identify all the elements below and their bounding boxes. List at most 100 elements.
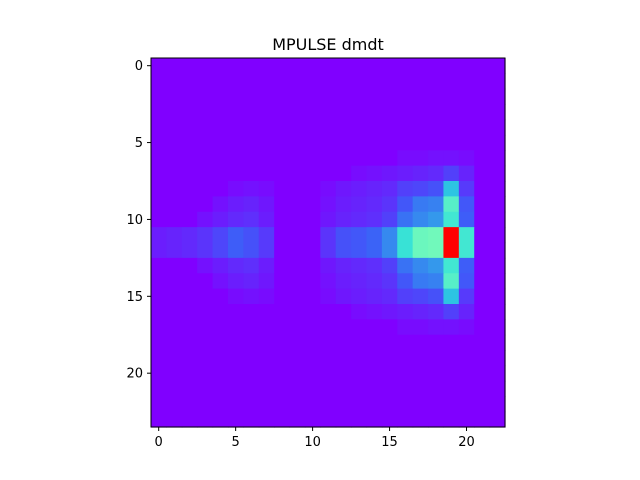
heatmap-cell-r21-c12 bbox=[335, 380, 352, 397]
heatmap-cell-r12-c4 bbox=[212, 242, 229, 259]
heatmap-cell-r12-c20 bbox=[458, 242, 475, 259]
heatmap-cell-r2-c10 bbox=[304, 88, 321, 105]
heatmap-cell-r12-c2 bbox=[181, 242, 198, 259]
heatmap-cell-r7-c20 bbox=[458, 165, 475, 182]
heatmap-cell-r19-c16 bbox=[397, 350, 414, 367]
heatmap-cell-r11-c21 bbox=[474, 227, 491, 244]
heatmap-cell-r16-c9 bbox=[289, 304, 306, 320]
heatmap-cell-r9-c13 bbox=[351, 196, 368, 213]
heatmap-cell-r3-c7 bbox=[258, 104, 275, 121]
heatmap-cell-r0-c13 bbox=[351, 58, 368, 74]
heatmap-cell-r3-c6 bbox=[243, 104, 260, 121]
heatmap-cell-r22-c2 bbox=[181, 396, 198, 413]
heatmap-cell-r1-c6 bbox=[243, 73, 260, 90]
heatmap-cell-r13-c16 bbox=[397, 257, 414, 274]
heatmap-cell-r17-c13 bbox=[351, 319, 368, 336]
heatmap-cell-r16-c8 bbox=[274, 304, 291, 320]
heatmap-cell-r13-c21 bbox=[474, 257, 491, 274]
heatmap-cell-r11-c15 bbox=[381, 227, 398, 244]
heatmap-cell-r9-c20 bbox=[458, 196, 475, 213]
heatmap-cell-r22-c11 bbox=[320, 396, 337, 413]
heatmap-cell-r16-c1 bbox=[166, 304, 183, 320]
heatmap-cell-r10-c22 bbox=[489, 211, 506, 228]
heatmap-cell-r0-c7 bbox=[258, 58, 275, 74]
heatmap-cell-r15-c15 bbox=[381, 288, 398, 305]
heatmap-cell-r5-c15 bbox=[381, 134, 398, 151]
heatmap-cell-r5-c4 bbox=[212, 134, 229, 151]
heatmap-cell-r5-c19 bbox=[443, 134, 460, 151]
heatmap-cell-r13-c20 bbox=[458, 257, 475, 274]
heatmap-cell-r15-c19 bbox=[443, 288, 460, 305]
heatmap-cell-r12-c14 bbox=[366, 242, 383, 259]
heatmap-cell-r9-c17 bbox=[412, 196, 429, 213]
heatmap-cell-r1-c14 bbox=[366, 73, 383, 90]
heatmap-cell-r11-c17 bbox=[412, 227, 429, 244]
heatmap-cell-r0-c3 bbox=[197, 58, 214, 74]
heatmap-cell-r2-c17 bbox=[412, 88, 429, 105]
heatmap-cell-r8-c2 bbox=[181, 181, 198, 197]
heatmap-cell-r15-c4 bbox=[212, 288, 229, 305]
heatmap-cell-r8-c12 bbox=[335, 181, 352, 197]
heatmap-cell-r1-c4 bbox=[212, 73, 229, 90]
heatmap-cell-r21-c10 bbox=[304, 380, 321, 397]
heatmap-cell-r17-c1 bbox=[166, 319, 183, 336]
heatmap-cell-r14-c17 bbox=[412, 273, 429, 290]
heatmap-cell-r7-c10 bbox=[304, 165, 321, 182]
heatmap-cell-r5-c2 bbox=[181, 134, 198, 151]
heatmap-cell-r16-c4 bbox=[212, 304, 229, 320]
heatmap-cell-r10-c7 bbox=[258, 211, 275, 228]
heatmap-cell-r23-c9 bbox=[289, 411, 306, 428]
heatmap-cell-r6-c10 bbox=[304, 150, 321, 167]
heatmap-cell-r8-c11 bbox=[320, 181, 337, 197]
heatmap-cell-r18-c17 bbox=[412, 334, 429, 351]
heatmap-cell-r21-c14 bbox=[366, 380, 383, 397]
heatmap-cell-r23-c21 bbox=[474, 411, 491, 428]
heatmap-cell-r23-c19 bbox=[443, 411, 460, 428]
heatmap-cell-r17-c18 bbox=[428, 319, 445, 336]
heatmap-cell-r2-c4 bbox=[212, 88, 229, 105]
heatmap-cell-r10-c5 bbox=[227, 211, 244, 228]
heatmap-cell-r11-c22 bbox=[489, 227, 506, 244]
heatmap-cell-r13-c4 bbox=[212, 257, 229, 274]
heatmap-cell-r20-c21 bbox=[474, 365, 491, 382]
heatmap-cell-r21-c21 bbox=[474, 380, 491, 397]
heatmap-cell-r1-c1 bbox=[166, 73, 183, 90]
heatmap-cell-r23-c10 bbox=[304, 411, 321, 428]
heatmap-cell-r19-c9 bbox=[289, 350, 306, 367]
heatmap-cell-r16-c7 bbox=[258, 304, 275, 320]
heatmap-cell-r13-c22 bbox=[489, 257, 506, 274]
heatmap-cell-r23-c15 bbox=[381, 411, 398, 428]
heatmap-cell-r14-c19 bbox=[443, 273, 460, 290]
heatmap-cell-r19-c6 bbox=[243, 350, 260, 367]
heatmap-cell-r12-c19 bbox=[443, 242, 460, 259]
heatmap-cell-r5-c14 bbox=[366, 134, 383, 151]
heatmap-cell-r20-c10 bbox=[304, 365, 321, 382]
heatmap-cell-r7-c15 bbox=[381, 165, 398, 182]
heatmap-cell-r22-c15 bbox=[381, 396, 398, 413]
heatmap-cell-r1-c10 bbox=[304, 73, 321, 90]
heatmap-cell-r6-c5 bbox=[227, 150, 244, 167]
heatmap-cell-r6-c18 bbox=[428, 150, 445, 167]
heatmap-cell-r19-c8 bbox=[274, 350, 291, 367]
heatmap-cell-r14-c4 bbox=[212, 273, 229, 290]
heatmap-cell-r9-c4 bbox=[212, 196, 229, 213]
heatmap-cell-r22-c8 bbox=[274, 396, 291, 413]
heatmap-cell-r11-c13 bbox=[351, 227, 368, 244]
heatmap-cell-r4-c15 bbox=[381, 119, 398, 136]
heatmap-cell-r9-c7 bbox=[258, 196, 275, 213]
heatmap-cell-r8-c19 bbox=[443, 181, 460, 197]
heatmap-cell-r15-c3 bbox=[197, 288, 214, 305]
heatmap-cell-r3-c12 bbox=[335, 104, 352, 121]
heatmap-cell-r6-c2 bbox=[181, 150, 198, 167]
heatmap-cell-r21-c7 bbox=[258, 380, 275, 397]
heatmap-cell-r4-c13 bbox=[351, 119, 368, 136]
heatmap-cell-r6-c21 bbox=[474, 150, 491, 167]
heatmap-cell-r11-c1 bbox=[166, 227, 183, 244]
heatmap-cell-r19-c4 bbox=[212, 350, 229, 367]
heatmap-cell-r7-c7 bbox=[258, 165, 275, 182]
heatmap-cell-r10-c10 bbox=[304, 211, 321, 228]
heatmap-cell-r2-c7 bbox=[258, 88, 275, 105]
heatmap-cell-r5-c18 bbox=[428, 134, 445, 151]
heatmap-cell-r21-c4 bbox=[212, 380, 229, 397]
